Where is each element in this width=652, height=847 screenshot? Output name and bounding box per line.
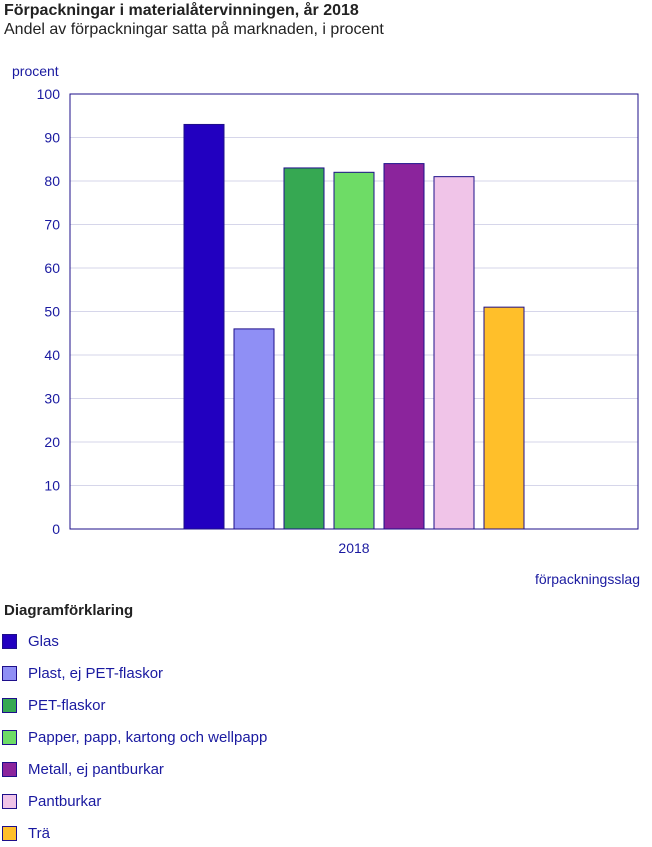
y-tick-labels: 0 10 20 30 40 50 60 70 80 90 100	[37, 86, 61, 537]
bar-pet-flaskor	[283, 167, 325, 530]
y-tick-label: 80	[44, 173, 60, 189]
legend-label: Glas	[28, 633, 59, 650]
y-tick-label: 30	[44, 391, 60, 407]
legend-swatch	[2, 698, 17, 713]
legend-swatch	[2, 762, 17, 777]
legend-title: Diagramförklaring	[4, 602, 134, 619]
x-axis-label: förpackningsslag	[535, 571, 640, 587]
bar-pantburkar	[433, 176, 475, 530]
legend-label: PET-flaskor	[28, 697, 106, 714]
legend-label: Trä	[28, 825, 50, 842]
bar-chart: 0 10 20 30 40 50 60 70 80 90 100 procent 2018 förp…	[12, 63, 640, 587]
chart-title: Förpackningar i materialåtervinningen, å…	[4, 2, 359, 19]
bar-papper-papp-kartong-och-wellpapp	[333, 171, 375, 530]
bar-metall-ej-pantburkar	[383, 163, 425, 530]
plot-frame	[69, 93, 639, 530]
y-tick-label: 70	[44, 217, 60, 233]
bar-glas	[183, 123, 225, 530]
x-category-label: 2018	[338, 540, 369, 556]
legend-label: Papper, papp, kartong och wellpapp	[28, 729, 268, 746]
legend-swatch	[2, 794, 17, 809]
legend-swatch	[2, 666, 17, 681]
legend-swatch	[2, 826, 17, 841]
y-tick-label: 50	[44, 304, 60, 320]
y-axis-label: procent	[12, 63, 59, 79]
legend-label: Pantburkar	[28, 793, 102, 810]
y-tick-label: 40	[44, 347, 60, 363]
bars	[183, 123, 525, 530]
y-tick-label: 60	[44, 260, 60, 276]
y-tick-label: 90	[44, 130, 60, 146]
y-tick-label: 100	[37, 86, 61, 102]
chart-subtitle: Andel av förpackningar satta på marknade…	[4, 21, 384, 38]
legend-swatch	[2, 634, 17, 649]
bar-plast-ej-pet-flaskor	[233, 328, 275, 530]
y-tick-label: 0	[52, 521, 60, 537]
legend-label: Plast, ej PET-flaskor	[28, 665, 164, 682]
legend-swatch	[2, 730, 17, 745]
legend-label: Metall, ej pantburkar	[28, 761, 164, 778]
y-tick-label: 20	[44, 434, 60, 450]
y-tick-label: 10	[44, 478, 60, 494]
bar-tr	[483, 306, 525, 530]
